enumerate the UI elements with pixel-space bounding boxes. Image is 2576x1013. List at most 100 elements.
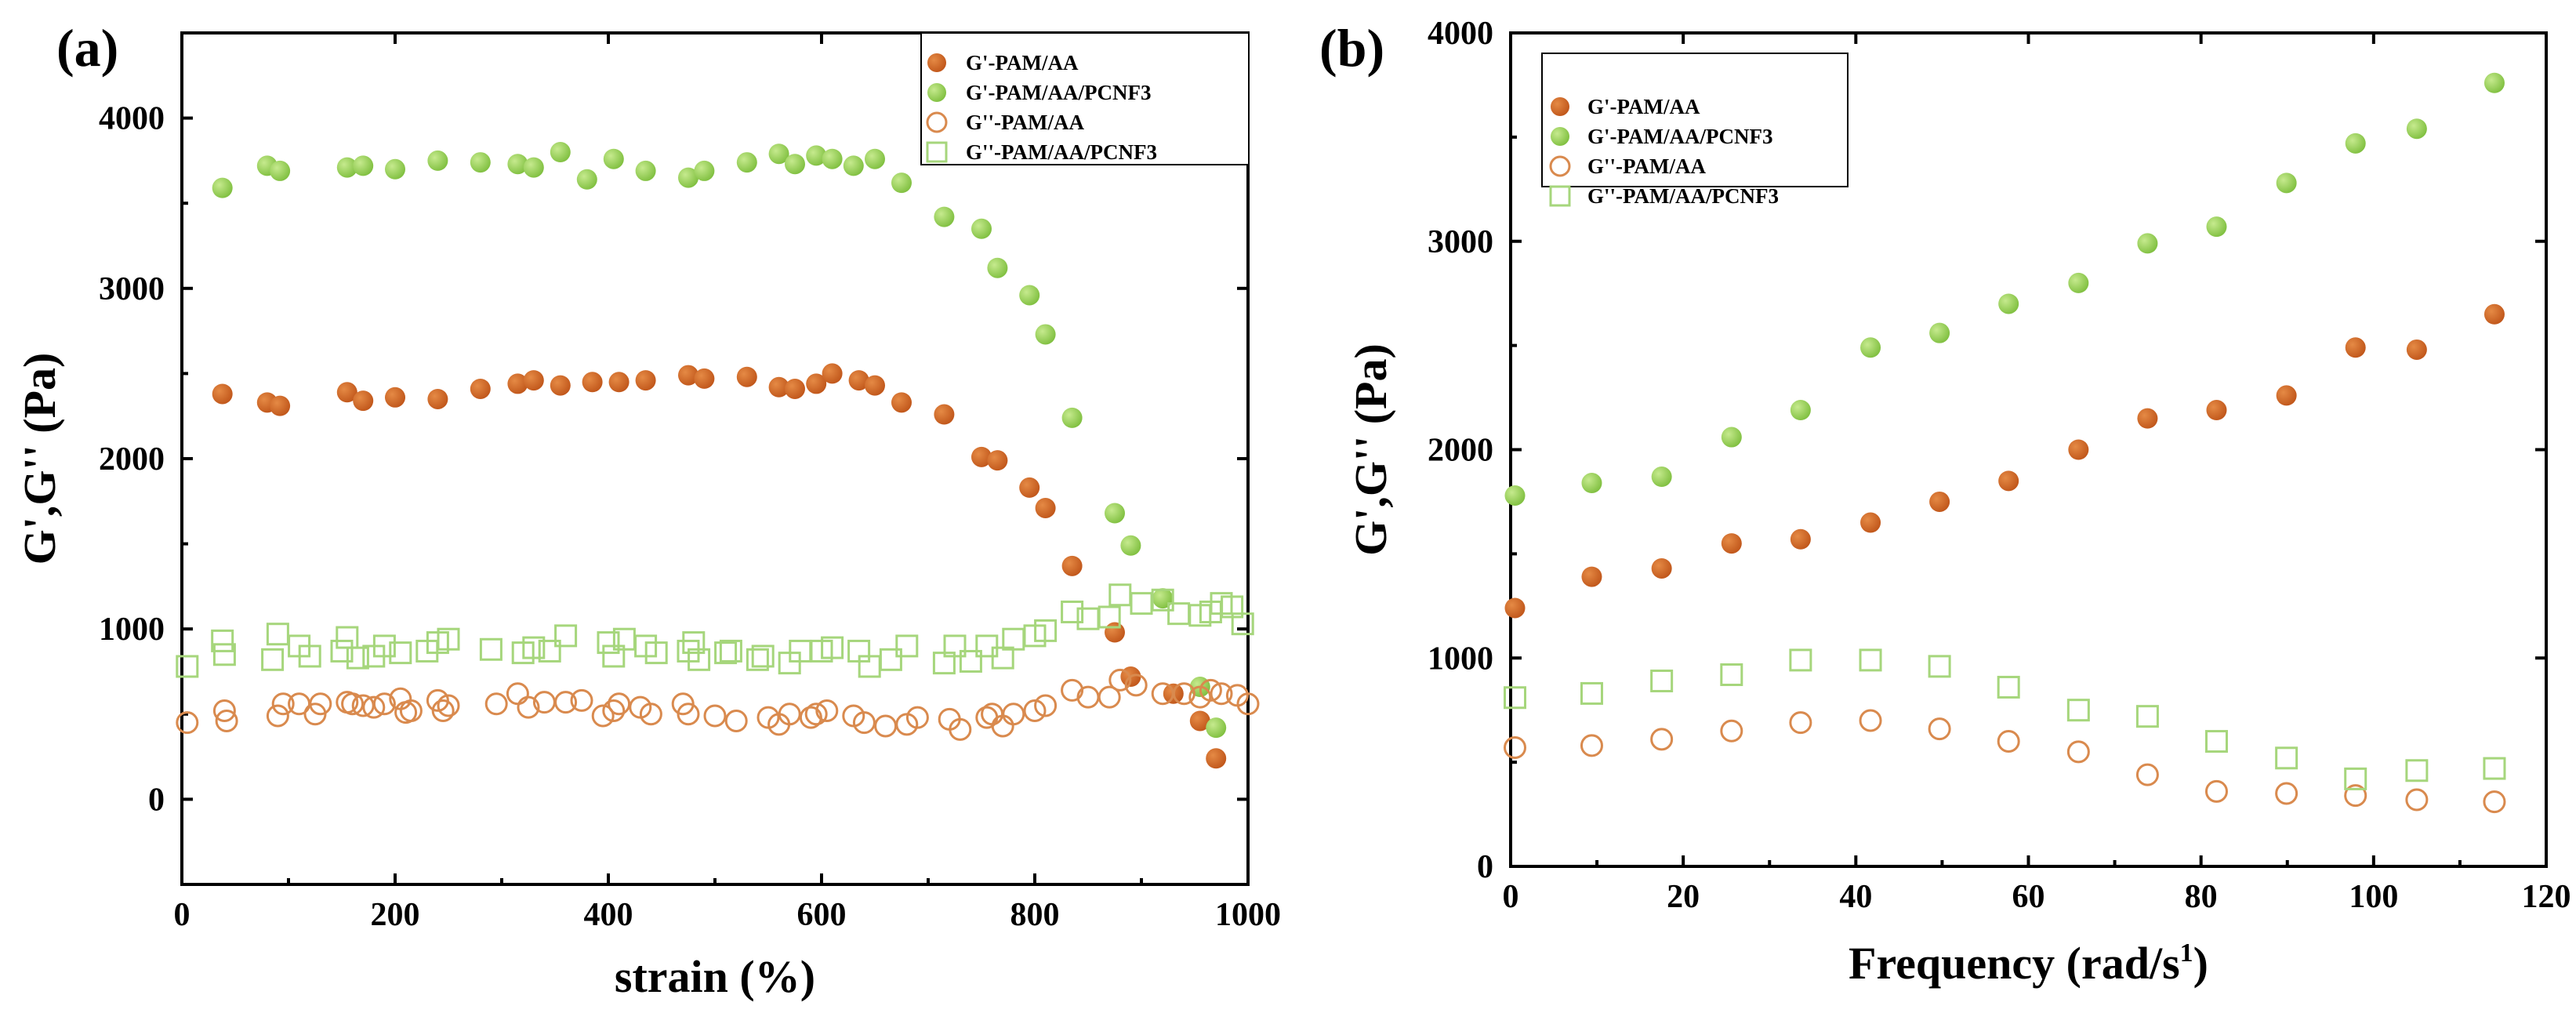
p0-point-g-pam-aa-pcnf3: [975, 634, 999, 658]
p0-point-g-pam-aa: [1108, 668, 1132, 692]
p1-point-g-pam-aa: [2204, 779, 2228, 803]
p0-point-g-pam-aa-pcnf3: [330, 639, 354, 663]
p0-point-g-pam-aa: [971, 446, 992, 467]
p1-point-g-pam-aa-pcnf3: [1859, 648, 1882, 672]
p0-legend-label: G''-PAM/AA: [966, 111, 1084, 134]
p1-point-g-pam-aa-pcnf3: [1790, 400, 1811, 421]
p0-point-g-pam-aa: [934, 404, 955, 425]
p0-point-g-pam-aa-pcnf3: [523, 157, 544, 178]
p1-panel-label: (b): [1319, 18, 1384, 78]
p0-point-g-pam-aa: [270, 395, 291, 416]
p1-point-g-pam-aa: [1580, 734, 1603, 757]
p1-point-g-pam-aa-pcnf3: [1928, 655, 1951, 678]
p0-point-g-pam-aa-pcnf3: [821, 636, 844, 659]
p0-point-g-pam-aa: [852, 711, 876, 735]
p0-point-g-pam-aa: [1172, 682, 1195, 706]
p1-point-g-pam-aa-pcnf3: [1580, 681, 1603, 705]
p0-point-g-pam-aa: [1210, 682, 1233, 706]
p0-point-g-pam-aa-pcnf3: [1151, 588, 1174, 612]
p0-point-g-pam-aa: [905, 706, 929, 729]
p0-point-g-pam-aa-pcnf3: [694, 160, 715, 181]
p1-y-tick-label: 1000: [1428, 641, 1493, 677]
p1-y-tick-label: 0: [1477, 849, 1493, 885]
p1-point-g-pam-aa: [2483, 303, 2505, 325]
p0-point-g-pam-aa-pcnf3: [635, 160, 656, 181]
p0-point-g-pam-aa-pcnf3: [1035, 324, 1056, 345]
p0-point-g-pam-aa-pcnf3: [1231, 612, 1254, 636]
p0-point-g-pam-aa: [865, 375, 885, 396]
p1-point-g-pam-aa: [1929, 491, 1950, 512]
p1-x-tick-label: 40: [1839, 879, 1872, 915]
p0-point-g-pam-aa-pcnf3: [427, 150, 448, 171]
p1-point-g-pam-aa: [2406, 339, 2427, 360]
p1-point-g-pam-aa-pcnf3: [2276, 172, 2297, 194]
p0-legend-label: G'-PAM/AA/PCNF3: [966, 81, 1151, 104]
p0-point-g-pam-aa-pcnf3: [1152, 588, 1174, 609]
p0-point-g-pam-aa: [362, 695, 386, 719]
p0-point-g-pam-aa: [550, 375, 571, 396]
p0-point-g-pam-aa: [639, 703, 662, 726]
p1-point-g-pam-aa-pcnf3: [1651, 467, 1672, 488]
p0-point-g-pam-aa-pcnf3: [736, 152, 757, 173]
p0-point-g-pam-aa: [1034, 694, 1058, 717]
p1-series-g-pam-aa-pcnf3: [1504, 648, 2506, 790]
p1-x-tick-label: 60: [2012, 879, 2045, 915]
p1-point-g-pam-aa-pcnf3: [2135, 705, 2159, 728]
p1-point-g-pam-aa: [2068, 439, 2089, 460]
p0-point-g-pam-aa: [582, 372, 603, 393]
p0-point-g-pam-aa: [1061, 678, 1084, 702]
p1-series-g-pam-aa: [1504, 303, 2505, 619]
p0-point-g-pam-aa: [822, 363, 843, 384]
p0-point-g-pam-aa: [724, 709, 748, 732]
p0-point-g-pam-aa: [608, 692, 631, 716]
p0-point-g-pam-aa: [949, 717, 972, 741]
p0-point-g-pam-aa: [176, 711, 199, 735]
p0-point-g-pam-aa: [506, 682, 529, 706]
p0-point-g-pam-aa: [602, 699, 626, 722]
p0-point-g-pam-aa: [554, 691, 578, 714]
p0-x-tick-label: 800: [1010, 897, 1060, 933]
p1-x-axis-label: Frequency (rad/s1): [1849, 938, 2208, 989]
p0-point-g-pam-aa-pcnf3: [470, 152, 491, 173]
p0-point-g-pam-aa-pcnf3: [389, 641, 412, 665]
p0-point-g-pam-aa: [703, 704, 727, 728]
p0-point-g-pam-aa-pcnf3: [270, 160, 291, 181]
p0-point-g-pam-aa: [785, 378, 805, 399]
p0-y-axis-label: G',G'' (Pa): [14, 353, 65, 565]
p0-point-g-pam-aa-pcnf3: [554, 624, 578, 648]
p0-point-g-pam-aa: [991, 714, 1014, 738]
p0-point-g-pam-aa: [591, 704, 615, 728]
p1-point-g-pam-aa-pcnf3: [1721, 427, 1742, 448]
p1-point-g-pam-aa-pcnf3: [1998, 293, 2019, 314]
p0-point-g-pam-aa-pcnf3: [1061, 407, 1083, 428]
p1-point-g-pam-aa: [1720, 719, 1743, 743]
p0-point-g-pam-aa: [215, 709, 238, 732]
p1-point-g-pam-aa-pcnf3: [2406, 118, 2427, 140]
p0-point-g-pam-aa: [981, 703, 1004, 726]
p0-point-g-pam-aa-pcnf3: [822, 148, 843, 169]
p1-legend-label: G'-PAM/AA/PCNF3: [1587, 125, 1772, 148]
p0-point-g-pam-aa: [736, 366, 757, 387]
p0-point-g-pam-aa: [484, 692, 508, 716]
p1-point-g-pam-aa: [1789, 711, 1812, 735]
p0-legend-label: G'-PAM/AA: [966, 51, 1079, 74]
p0-point-g-pam-aa-pcnf3: [746, 648, 769, 671]
p0-point-g-pam-aa-pcnf3: [522, 636, 546, 659]
p1-point-g-pam-aa-pcnf3: [2483, 757, 2506, 780]
p1-point-g-pam-aa-pcnf3: [1997, 675, 2020, 699]
p1-series-g-pam-aa: [1504, 709, 2506, 814]
p0-point-g-pam-aa-pcnf3: [538, 639, 561, 663]
p1-point-g-pam-aa: [1721, 533, 1742, 554]
p0-x-tick-label: 400: [584, 897, 633, 933]
p0-point-g-pam-aa-pcnf3: [987, 257, 1008, 278]
p0-x-tick-label: 200: [371, 897, 420, 933]
p0-point-g-pam-aa-pcnf3: [1108, 583, 1132, 607]
p0-point-g-pam-aa-pcnf3: [991, 646, 1014, 670]
p1-point-g-pam-aa: [1504, 736, 1527, 760]
p0-point-g-pam-aa-pcnf3: [959, 649, 982, 673]
p0-point-g-pam-aa-pcnf3: [751, 644, 775, 668]
p0-point-g-pam-aa: [677, 703, 700, 726]
p1-legend-marker: [1549, 185, 1571, 207]
p1-point-g-pam-aa: [2276, 385, 2297, 406]
p0-point-g-pam-aa-pcnf3: [211, 629, 234, 652]
